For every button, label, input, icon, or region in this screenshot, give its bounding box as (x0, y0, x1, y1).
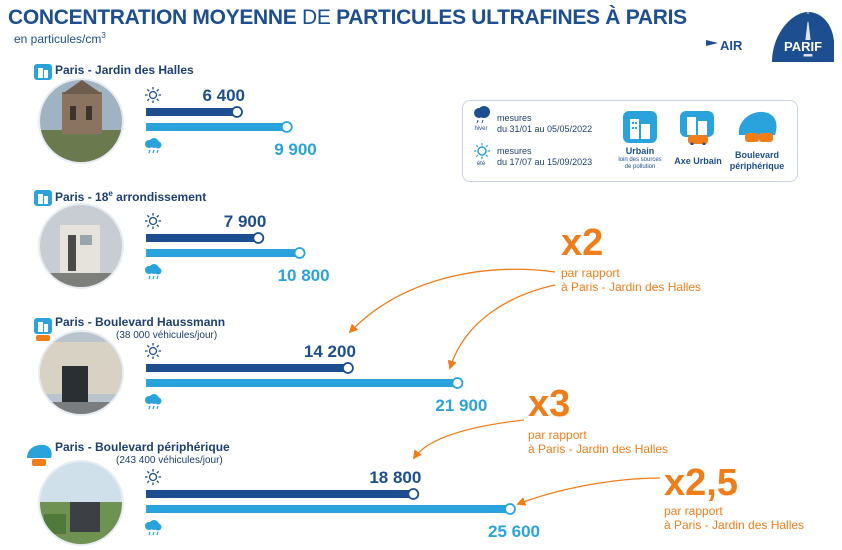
rain-cloud-icon (145, 264, 162, 280)
summer-icon (474, 143, 490, 164)
ratio-x2-5-line1: par rapport (664, 504, 723, 518)
site-title-2-name: Paris - 18 (55, 190, 109, 204)
legend-axe-urbain-label: Axe Urbain (674, 156, 722, 166)
bar-summer (146, 505, 510, 513)
site-sub-3: (38 000 véhicules/jour) (116, 330, 218, 341)
airparif-logo: AIR PARIF (706, 8, 834, 62)
title-part4: À PARIS (605, 6, 687, 29)
urbain-type-icon (34, 64, 52, 80)
title-part1: CONCENTRATION MOYENNE (8, 6, 297, 29)
legend-axe-urbain-icon (680, 111, 716, 150)
summer-label: été (476, 161, 486, 167)
rain-cloud-icon (145, 394, 162, 410)
bar-summer (146, 249, 300, 257)
site-title-4: Paris - Boulevard périphérique (55, 440, 230, 454)
bar-summer (146, 379, 458, 387)
winter-value-label: 6 400 (202, 86, 245, 105)
legend-peripherique-icon (735, 109, 779, 152)
site-photo-2 (40, 205, 122, 287)
winter-line1: mesures (497, 113, 532, 123)
winter-label: hiver (474, 126, 488, 132)
site-title-2: Paris - 18e arrondissement (55, 189, 206, 204)
legend-box: hiver mesures du 31/01 au 05/05/2022 été… (462, 100, 798, 182)
bar-summer-end (451, 377, 464, 389)
ratio-x2-5: x2,5 (664, 462, 738, 504)
site-title-3: Paris - Boulevard Haussmann (55, 315, 226, 329)
rain-cloud-icon (145, 520, 162, 536)
winter-value-label: 14 200 (304, 342, 356, 361)
site-title-2-sup: e (108, 189, 113, 198)
subtitle-sup: 3 (101, 31, 106, 40)
rain-cloud-icon (145, 138, 162, 154)
legend-peripherique-label1: Boulevard (734, 150, 779, 160)
bar-summer (146, 123, 287, 131)
ratio-x3-line2: à Paris - Jardin des Halles (528, 442, 669, 456)
ratio-x2: x2 (561, 222, 604, 264)
winter-value-label: 18 800 (369, 468, 421, 487)
page-title: CONCENTRATION MOYENNE DE PARTICULES ULTR… (8, 6, 687, 30)
summer-line1: mesures (497, 146, 532, 156)
bar-winter-end (407, 488, 420, 500)
site-sub-4: (243 400 véhicules/jour) (116, 455, 223, 466)
ratio-x2-line1: par rapport (561, 266, 620, 280)
site-photo-1 (40, 80, 122, 162)
title-part2: DE (302, 6, 331, 29)
summer-value-label: 25 600 (488, 522, 540, 541)
axe-urbain-type-icon (34, 318, 52, 342)
legend-urbain-label: Urbain (625, 146, 655, 156)
winter-value-label: 7 900 (224, 212, 267, 231)
winter-line2: du 31/01 au 05/05/2022 (497, 124, 593, 134)
site-title-1: Paris - Jardin des Halles (55, 63, 194, 77)
subtitle-text: en particules/cm (14, 32, 102, 46)
ratio-x3-line1: par rapport (528, 428, 587, 442)
bar-summer-end (504, 503, 516, 515)
sun-icon (145, 469, 161, 485)
winter-icon (472, 106, 492, 129)
bar-summer-end (280, 121, 293, 133)
subtitle: en particules/cm3 (14, 31, 106, 46)
peripherique-type-icon (24, 442, 54, 468)
bar-winter-end (342, 362, 354, 374)
legend-urbain-sub2: de pollution (624, 164, 656, 170)
bar-winter-end (231, 106, 243, 118)
summer-value-label: 21 900 (435, 396, 487, 415)
sun-icon (145, 87, 161, 103)
bar-winter-end (252, 232, 265, 244)
legend-peripherique-label2: périphérique (729, 161, 785, 171)
logo-arrow-icon (706, 40, 718, 46)
legend-urbain-sub1: loin des sources (618, 157, 662, 163)
bar-winter (146, 364, 348, 372)
logo-band (778, 40, 834, 54)
sun-icon (145, 213, 161, 229)
sun-icon (145, 343, 161, 359)
site-title-2-end: arrondissement (112, 190, 207, 204)
legend-urbain-icon (623, 111, 657, 148)
logo-text-left: AIR (720, 38, 743, 53)
bar-winter (146, 234, 259, 242)
title-part3: PARTICULES ULTRAFINES (336, 6, 600, 29)
urbain-type-icon (34, 190, 52, 206)
site-photo-4 (40, 462, 122, 544)
logo-text-right: PARIF (784, 39, 822, 54)
bar-winter (146, 490, 414, 498)
summer-value-label: 9 900 (274, 140, 317, 159)
summer-value-label: 10 800 (278, 266, 330, 285)
ratio-x2-5-line2: à Paris - Jardin des Halles (664, 518, 805, 532)
summer-line2: du 17/07 au 15/09/2023 (497, 157, 593, 167)
bar-summer-end (293, 247, 306, 259)
bar-winter (146, 108, 237, 116)
site-photo-3 (40, 332, 122, 414)
ratio-x3: x3 (528, 383, 571, 425)
ratio-x2-line2: à Paris - Jardin des Halles (561, 280, 702, 294)
